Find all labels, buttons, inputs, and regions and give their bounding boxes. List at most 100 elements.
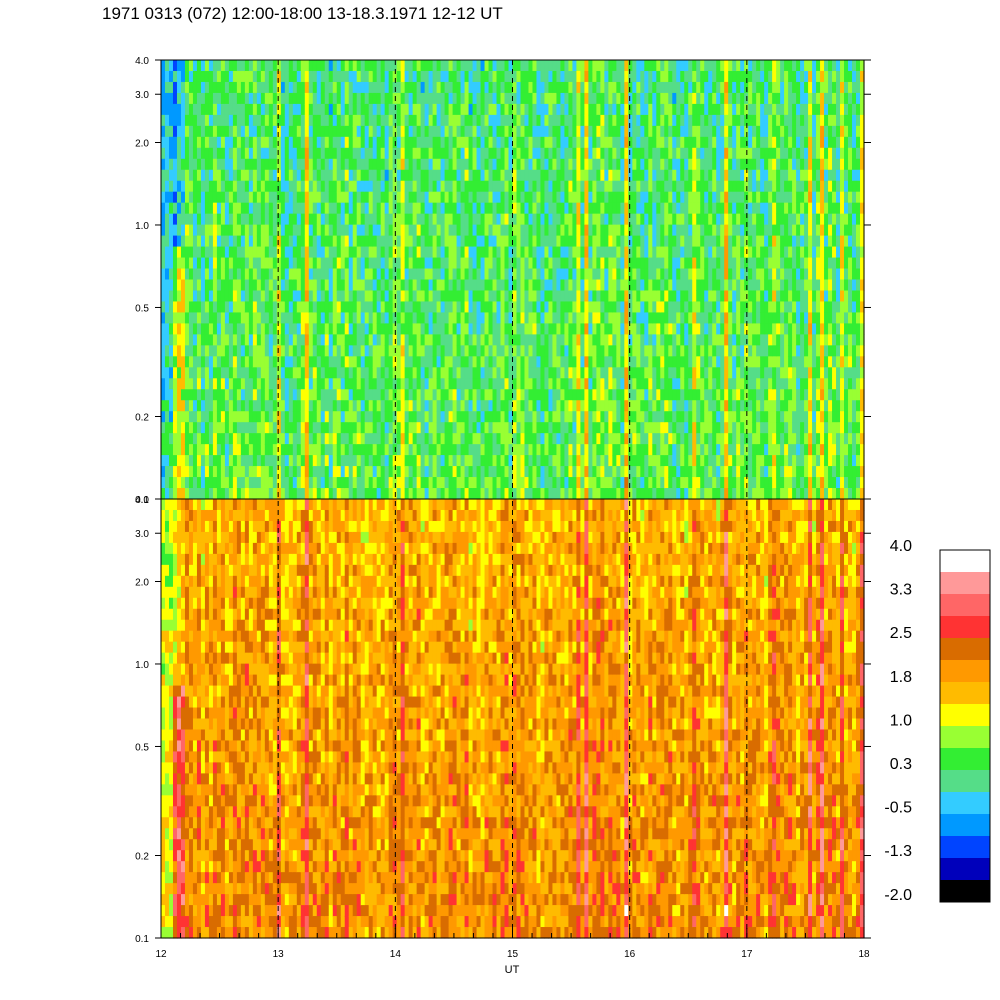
heatmap-cell — [620, 477, 625, 489]
heatmap-cell — [528, 114, 534, 127]
heatmap-cell — [208, 312, 214, 324]
heatmap-cell — [624, 213, 629, 226]
heatmap-cell — [400, 411, 406, 423]
heatmap-cell — [600, 477, 605, 489]
heatmap-cell — [284, 345, 290, 357]
heatmap-cell — [552, 301, 558, 314]
heatmap-cell — [364, 312, 370, 324]
heatmap-cell — [440, 411, 446, 423]
heatmap-cell — [624, 466, 629, 478]
heatmap-cell — [456, 147, 462, 160]
heatmap-cell — [300, 477, 306, 489]
heatmap-cell — [476, 378, 482, 390]
heatmap-cell — [408, 169, 414, 182]
heatmap-cell — [424, 444, 430, 456]
heatmap-cell — [316, 169, 322, 182]
heatmap-cell — [612, 147, 617, 160]
heatmap-cell — [288, 389, 294, 401]
heatmap-cell — [616, 268, 621, 281]
heatmap-cell — [288, 202, 294, 215]
heatmap-cell — [248, 455, 254, 467]
heatmap-cell — [640, 455, 645, 467]
heatmap-cell — [364, 455, 370, 467]
heatmap-cell — [212, 235, 218, 248]
heatmap-cell — [488, 345, 494, 357]
heatmap-cell — [584, 290, 589, 303]
heatmap-cell — [320, 411, 326, 423]
heatmap-cell — [332, 400, 338, 412]
heatmap-cell — [276, 92, 282, 105]
heatmap-cell — [648, 301, 653, 314]
heatmap-cell — [500, 169, 506, 182]
heatmap-cell — [272, 103, 278, 116]
heatmap-cell — [548, 279, 554, 292]
heatmap-cell — [308, 158, 314, 171]
heatmap-cell — [440, 235, 446, 248]
heatmap-cell — [540, 400, 546, 412]
heatmap-cell — [196, 213, 202, 226]
heatmap-cell — [492, 356, 498, 368]
heatmap-cell — [592, 444, 597, 456]
chart-title: 1971 0313 (072) 12:00-18:00 13-18.3.1971… — [102, 4, 503, 23]
heatmap-cell — [596, 158, 601, 171]
heatmap-cell — [536, 70, 542, 83]
heatmap-cell — [356, 191, 362, 204]
heatmap-cell — [200, 246, 206, 259]
heatmap-cell — [428, 70, 434, 83]
heatmap-cell — [656, 312, 661, 324]
heatmap-cell — [248, 378, 254, 390]
heatmap-cell — [604, 70, 609, 83]
heatmap-cell — [564, 169, 570, 182]
heatmap-cell — [420, 136, 426, 149]
heatmap-cell — [592, 180, 597, 193]
heatmap-cell — [500, 202, 506, 215]
heatmap-cell — [400, 290, 406, 303]
heatmap-cell — [380, 378, 386, 390]
heatmap-cell — [592, 246, 597, 259]
heatmap-cell — [500, 367, 506, 379]
heatmap-cell — [648, 367, 653, 379]
heatmap-cell — [316, 268, 322, 281]
heatmap-cell — [400, 169, 406, 182]
heatmap-cell — [452, 466, 458, 478]
heatmap-cell — [452, 103, 458, 116]
heatmap-cell — [200, 488, 206, 500]
heatmap-cell — [416, 323, 422, 335]
heatmap-cell — [540, 125, 546, 138]
heatmap-cell — [368, 191, 374, 204]
heatmap-cell — [376, 81, 382, 94]
heatmap-cell — [636, 488, 641, 500]
heatmap-cell — [560, 444, 566, 456]
heatmap-cell — [628, 345, 633, 357]
heatmap-cell — [604, 213, 609, 226]
heatmap-cell — [328, 488, 334, 500]
heatmap-cell — [356, 301, 362, 314]
heatmap-cell — [168, 400, 174, 412]
heatmap-cell — [240, 81, 246, 94]
heatmap-cell — [276, 103, 282, 116]
heatmap-cell — [536, 378, 542, 390]
heatmap-cell — [516, 367, 522, 379]
heatmap-cell — [564, 367, 570, 379]
heatmap-cell — [248, 323, 254, 335]
heatmap-cell — [292, 367, 298, 379]
heatmap-cell — [520, 60, 526, 72]
heatmap-cell — [648, 356, 653, 368]
heatmap-cell — [161, 70, 166, 83]
heatmap-cell — [372, 81, 378, 94]
heatmap-cell — [384, 213, 390, 226]
heatmap-cell — [628, 191, 633, 204]
heatmap-cell — [452, 257, 458, 270]
heatmap-cell — [616, 400, 621, 412]
heatmap-cell — [308, 246, 314, 259]
heatmap-cell — [500, 323, 506, 335]
heatmap-cell — [516, 356, 522, 368]
heatmap-cell — [452, 114, 458, 127]
heatmap-cell — [504, 257, 510, 270]
heatmap-cell — [532, 279, 538, 292]
heatmap-cell — [436, 114, 442, 127]
heatmap-cell — [184, 477, 190, 489]
heatmap-cell — [460, 422, 466, 434]
heatmap-cell — [620, 235, 625, 248]
heatmap-cell — [220, 202, 226, 215]
